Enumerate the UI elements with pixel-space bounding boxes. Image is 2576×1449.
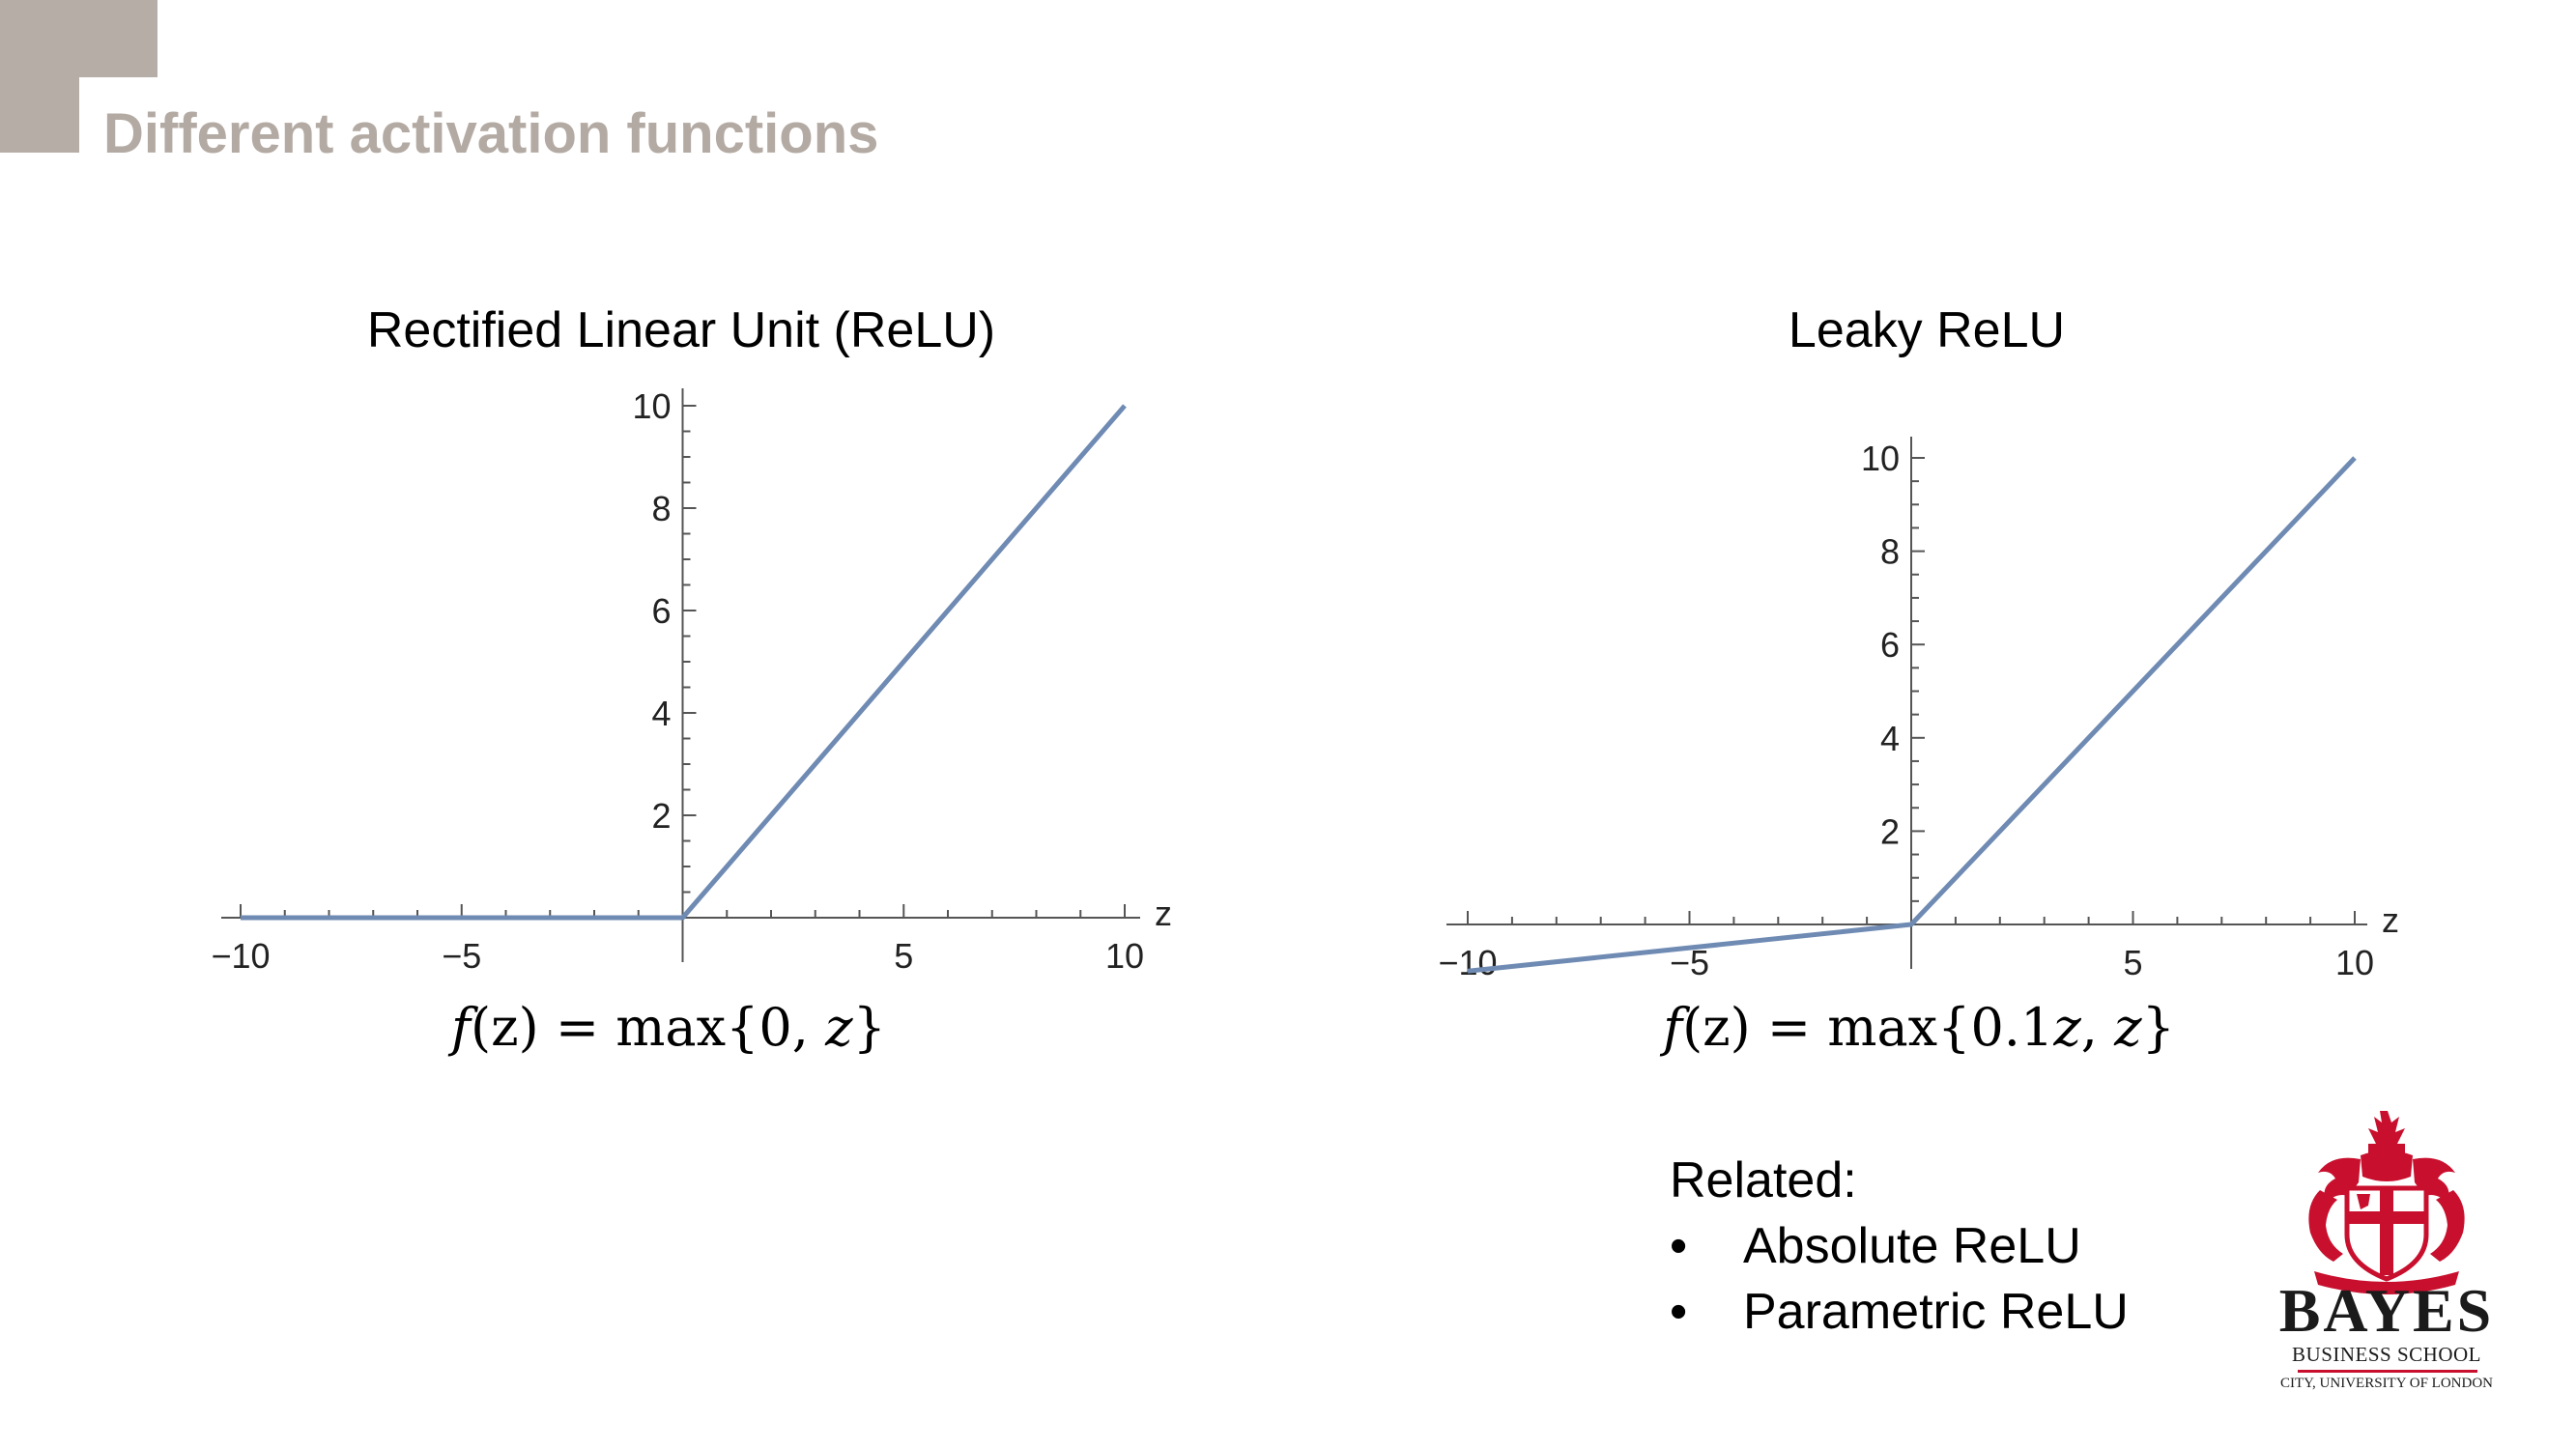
leaky-formula-var: z <box>2053 997 2081 1058</box>
relu-x-tick-label: −5 <box>442 936 481 976</box>
leaky-relu-y-tick-label: 10 <box>1861 439 1900 478</box>
relu-chart-title: Rectified Linear Unit (ReLU) <box>366 302 996 358</box>
leaky-relu-x-tick-label: 5 <box>2123 943 2142 982</box>
leaky-relu-x-tick-label: −10 <box>1438 943 1497 982</box>
relu-y-tick-label: 4 <box>651 694 671 733</box>
leaky-relu-x-axis-label: z <box>2382 900 2399 940</box>
relu-x-tick-label: 5 <box>894 936 913 976</box>
related-item: • Parametric ReLU <box>1670 1279 2129 1345</box>
relu-x-tick-label: −10 <box>211 936 270 976</box>
leaky-relu-y-tick-label: 4 <box>1880 719 1900 758</box>
leaky-formula-eq: = max{0.1 <box>1750 997 2054 1058</box>
bullet-icon: • <box>1670 1218 1688 1274</box>
relu-formula-eq: = max{0, <box>538 997 826 1058</box>
slide-title: Different activation functions <box>103 102 879 165</box>
relu-series-line <box>241 404 1127 921</box>
leaky-relu-formula: f(z) = max{0.1z, z} <box>1663 997 2175 1058</box>
leaky-relu-chart-title: Leaky ReLU <box>1788 302 2066 358</box>
related-heading: Related: <box>1670 1152 1857 1208</box>
relu-formula-arg: (z) <box>471 997 539 1058</box>
relu-y-tick-label: 10 <box>632 386 671 426</box>
leaky-formula-f: f <box>1663 997 1683 1058</box>
bullet-icon: • <box>1670 1284 1688 1340</box>
leaky-formula-arg: (z) <box>1682 997 1751 1058</box>
relu-x-tick-label: 10 <box>1105 936 1144 976</box>
leaky-relu-series-line <box>1467 456 2357 974</box>
leaky-relu-y-tick-label: 2 <box>1880 811 1900 851</box>
related-list: • Absolute ReLU • Parametric ReLU <box>1670 1213 2129 1345</box>
related-item: • Absolute ReLU <box>1670 1213 2129 1279</box>
bayes-crest-logo-icon <box>2308 1111 2465 1294</box>
leaky-formula-mid: , <box>2080 997 2115 1058</box>
leaky-formula-suffix: } <box>2141 997 2175 1058</box>
leaky-formula-var2: z <box>2114 997 2142 1058</box>
leaky-relu-y-tick-label: 8 <box>1880 532 1900 572</box>
relu-formula-suffix: } <box>852 997 886 1058</box>
logo-subtitle: BUSINESS SCHOOL <box>2292 1343 2481 1366</box>
logo-university: CITY, UNIVERSITY OF LONDON <box>2280 1376 2493 1391</box>
relu-formula-var: z <box>825 997 853 1058</box>
logo-divider <box>2298 1370 2477 1373</box>
related-section: Related: • Absolute ReLU • Parametric ReLU <box>1670 1148 2129 1345</box>
logo-wordmark: BAYES <box>2278 1276 2495 1345</box>
leaky-relu-y-tick-label: 6 <box>1880 625 1900 665</box>
related-item-label: Parametric ReLU <box>1743 1284 2129 1340</box>
relu-y-tick-label: 6 <box>651 591 671 631</box>
corner-decoration-side <box>0 0 79 153</box>
relu-x-axis-label: z <box>1155 894 1172 933</box>
relu-formula: f(z) = max{0, z} <box>451 997 886 1058</box>
relu-formula-f: f <box>451 997 472 1058</box>
relu-y-tick-label: 2 <box>651 796 671 836</box>
leaky-relu-x-tick-label: 10 <box>2335 943 2374 982</box>
relu-y-tick-label: 8 <box>651 489 671 528</box>
related-item-label: Absolute ReLU <box>1743 1218 2081 1274</box>
